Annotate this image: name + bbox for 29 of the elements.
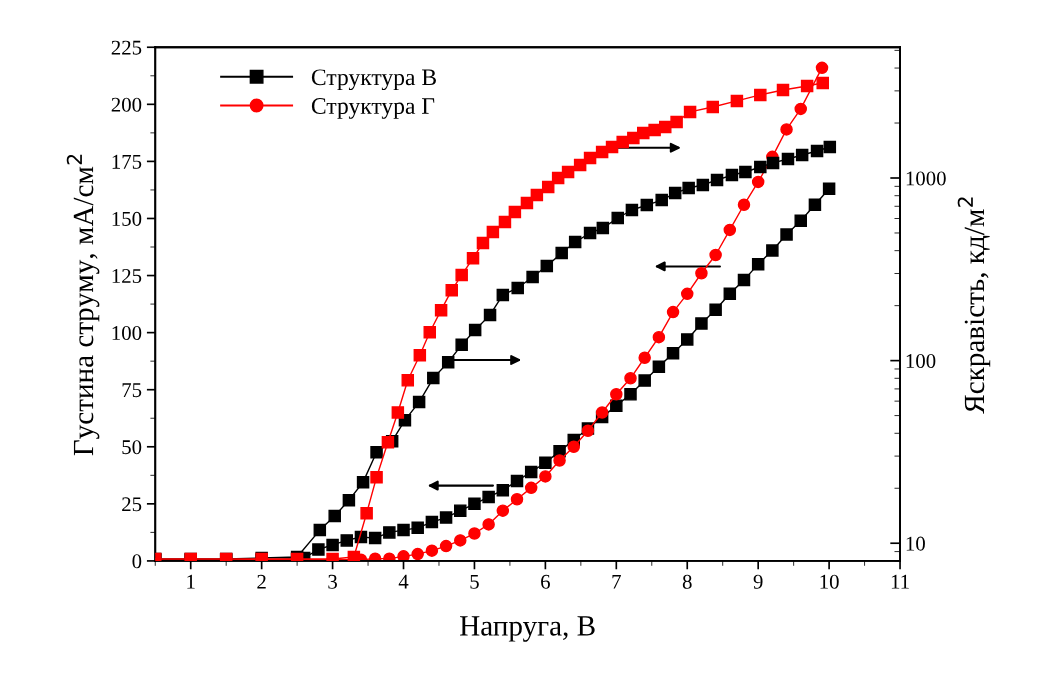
x-tick-label: 9 — [753, 574, 763, 589]
y-tick-label: 150 — [112, 211, 142, 226]
x-tick-label: 5 — [470, 574, 479, 589]
x-tick-label: 10 — [820, 574, 839, 589]
y-tick-label: 50 — [122, 440, 142, 455]
y-tick-label: 25 — [122, 497, 142, 512]
x-tick-label: 6 — [541, 574, 550, 589]
y2-tick-label: 100 — [906, 353, 936, 369]
x-tick-label: 4 — [398, 574, 409, 589]
x-tick-label: 1 — [187, 574, 195, 589]
y2-axis-title: Яскравість, кд/м$^{2}$ — [957, 197, 991, 414]
x-tick-label: 3 — [328, 574, 337, 589]
y2-tick-label: 10 — [906, 536, 925, 551]
y-axis-title: Густина струму, мА/см$^{2}$ — [66, 154, 100, 456]
legend-label: Структура Г — [311, 98, 435, 119]
x-tick-label: 2 — [257, 574, 266, 589]
y-tick-label: 100 — [112, 326, 142, 341]
y-tick-label: 0 — [132, 554, 142, 569]
y-tick-label: 175 — [112, 154, 142, 169]
y-tick-label: 200 — [111, 97, 142, 112]
x-axis-title: Напруга, В — [460, 616, 595, 642]
y-tick-label: 125 — [112, 268, 142, 283]
x-tick-label: 7 — [612, 574, 621, 589]
x-tick-label: 11 — [891, 574, 909, 589]
x-tick-label: 8 — [682, 574, 692, 589]
y2-tick-label: 1000 — [906, 171, 946, 186]
y-tick-label: 75 — [122, 383, 142, 398]
y-tick-label: 225 — [111, 40, 142, 55]
legend-label: Структура В — [311, 69, 436, 91]
